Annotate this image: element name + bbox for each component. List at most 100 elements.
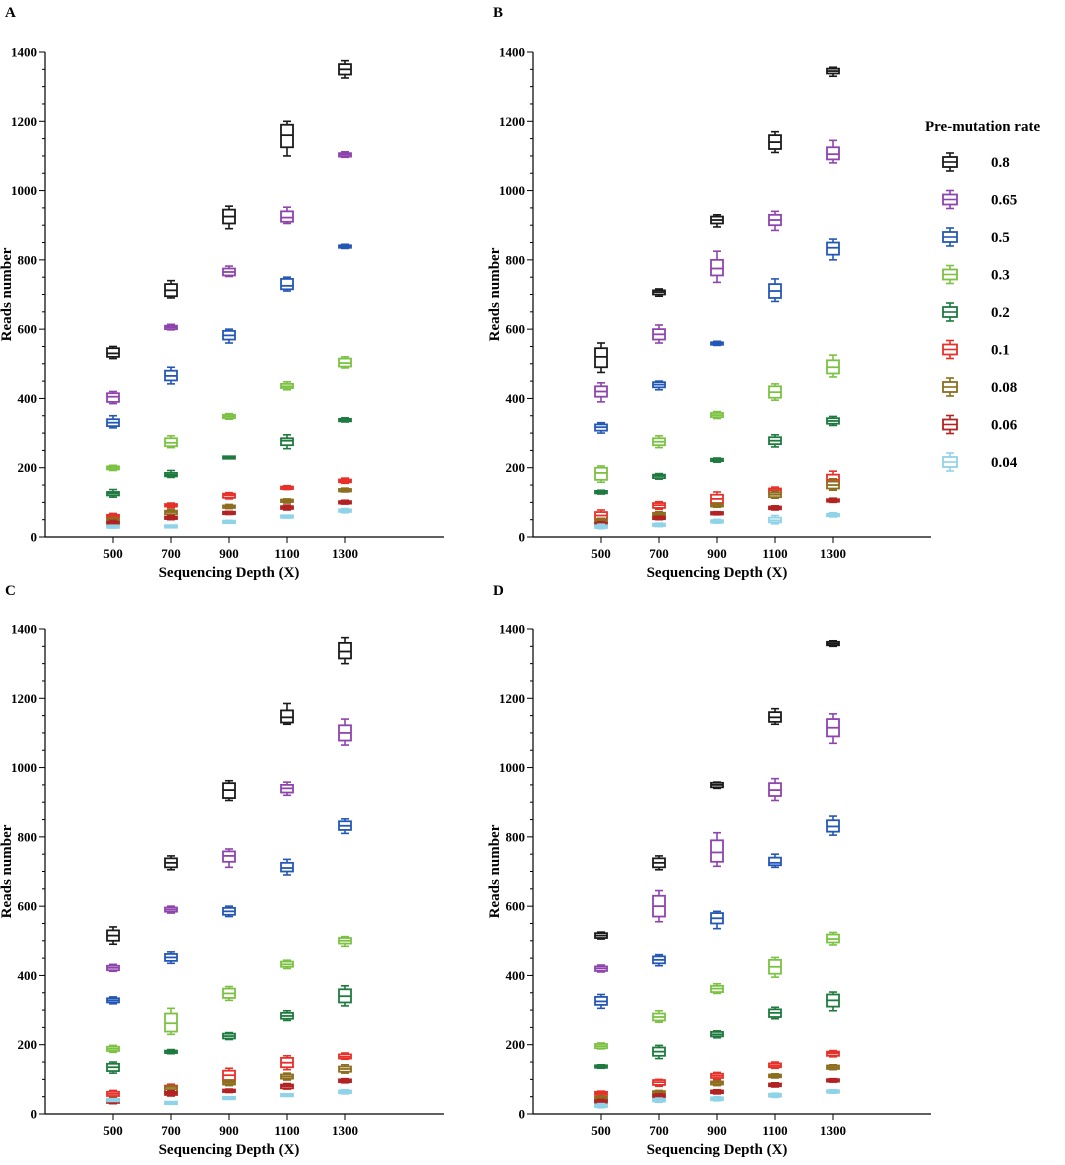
box-plot-0.5-900 xyxy=(222,328,236,344)
box-plot-0.65-700 xyxy=(652,889,666,923)
y-tick-label: 1400 xyxy=(499,622,525,637)
box-plot-0.3-1100 xyxy=(280,959,294,970)
box-plot-0.3-900 xyxy=(222,985,236,1002)
box-plot-0.1-1300 xyxy=(338,477,352,485)
box-plot-0.06-900 xyxy=(222,1088,236,1094)
box-plot-0.3-700 xyxy=(164,1007,178,1036)
box-plot-0.04-1100 xyxy=(768,514,782,525)
legend-label: 0.65 xyxy=(991,193,1017,209)
box-plot-0.3-900 xyxy=(710,410,724,420)
box-plot-0.65-1100 xyxy=(280,781,294,797)
box-plot-0.65-1300 xyxy=(338,718,352,746)
box-plot-0.04-700 xyxy=(164,1100,178,1106)
box-plot-0.2-700 xyxy=(652,1044,666,1060)
y-tick-label: 1400 xyxy=(11,45,37,60)
x-tick-label: 700 xyxy=(161,546,181,561)
box-plot-0.5-1100 xyxy=(768,278,782,303)
y-tick-label: 800 xyxy=(18,252,38,267)
box-plot-0.8-700 xyxy=(164,279,178,299)
box-plot-0.65-1300 xyxy=(826,139,840,164)
box-plot-0.08-1300 xyxy=(338,487,352,493)
box-plot-0.2-1100 xyxy=(768,1006,782,1020)
box-plot-0.8-1300 xyxy=(338,636,352,665)
box-plot-0.5-1300 xyxy=(826,815,840,836)
box-plot-0.04-500 xyxy=(106,1097,120,1103)
legend-label: 0.2 xyxy=(991,305,1010,321)
box-plot-0.8-500 xyxy=(594,342,608,374)
chart-panel-d: D 0 200 400 600 800 1000 1200 1400 500 700 900 1100 1… xyxy=(487,583,931,1158)
box-plot-0.2-700 xyxy=(164,469,178,479)
box-plot-0.06-1100 xyxy=(768,505,782,511)
box-plot-0.65-1100 xyxy=(768,210,782,232)
box-plot-0.08-900 xyxy=(222,503,236,510)
panel-letter: C xyxy=(5,583,16,599)
box-plot-0.2-700 xyxy=(164,1048,178,1055)
box-plot-0.2-1100 xyxy=(280,434,294,450)
box-plot-0.04-1300 xyxy=(338,507,352,514)
legend-item-0.04: 0.04 xyxy=(942,452,1018,472)
box-plot-0.06-1300 xyxy=(826,1077,840,1083)
box-plot-0.08-700 xyxy=(164,508,178,517)
y-tick-label: 400 xyxy=(506,391,526,406)
box-plot-0.8-1100 xyxy=(768,130,782,154)
box-plot-0.3-500 xyxy=(106,464,120,472)
box-plot-0.2-900 xyxy=(710,1030,724,1039)
legend-item-0.65: 0.65 xyxy=(942,189,1017,210)
box-plot-0.5-700 xyxy=(652,953,666,967)
box-body xyxy=(280,437,294,447)
x-tick-label: 500 xyxy=(591,546,611,561)
box-plot-0.8-1300 xyxy=(826,639,840,648)
x-tick-label: 1300 xyxy=(820,546,846,561)
box-plot-0.2-1300 xyxy=(826,991,840,1012)
box-plot-0.65-900 xyxy=(710,831,724,868)
box-plot-0.65-1300 xyxy=(338,150,352,159)
box-plot-0.08-1100 xyxy=(768,490,782,500)
box-plot-0.08-1300 xyxy=(826,477,840,492)
box-plot-0.3-700 xyxy=(652,1009,666,1023)
box-plot-0.5-900 xyxy=(222,905,236,918)
box-plot-0.2-700 xyxy=(652,472,666,480)
y-tick-label: 400 xyxy=(18,391,38,406)
y-tick-label: 0 xyxy=(519,530,526,545)
box-plot-0.04-1300 xyxy=(826,1088,840,1095)
box-plot-0.5-1300 xyxy=(338,818,352,835)
y-tick-label: 1000 xyxy=(11,760,37,775)
y-tick-label: 1200 xyxy=(11,114,37,129)
box-plot-0.65-700 xyxy=(164,905,178,914)
box-plot-0.5-700 xyxy=(164,951,178,965)
y-tick-label: 800 xyxy=(506,829,526,844)
box-plot-0.8-900 xyxy=(710,214,724,228)
x-tick-label: 1100 xyxy=(762,546,787,561)
y-tick-label: 0 xyxy=(31,530,38,545)
box-plot-0.3-900 xyxy=(710,982,724,995)
x-tick-label: 1100 xyxy=(274,1123,299,1138)
box-plot-0.8-700 xyxy=(164,855,178,871)
legend-label: 0.3 xyxy=(991,268,1010,284)
x-tick-label: 1100 xyxy=(762,1123,787,1138)
box-plot-0.2-900 xyxy=(222,455,236,460)
box-plot-0.5-1300 xyxy=(338,243,352,250)
box-plot-0.65-500 xyxy=(594,382,608,403)
y-tick-label: 0 xyxy=(31,1107,38,1122)
box-plot-0.04-900 xyxy=(710,518,724,524)
y-axis-title: Reads number xyxy=(487,247,503,341)
panel-letter: A xyxy=(5,5,16,21)
box-plot-0.04-500 xyxy=(594,523,608,530)
y-tick-label: 1200 xyxy=(499,691,525,706)
x-tick-label: 700 xyxy=(649,1123,669,1138)
box-plot-0.06-1300 xyxy=(826,497,840,504)
y-tick-label: 200 xyxy=(18,1037,38,1052)
box-plot-0.2-500 xyxy=(594,1064,608,1070)
box-plot-0.8-900 xyxy=(710,781,724,790)
chart-panel-a: A 0 200 400 600 800 1000 1200 1400 500 700 900 1100 1… xyxy=(0,5,444,581)
legend: Pre-mutation rate 0.8 0.65 0.5 0.3 0.2 0.1 0.08… xyxy=(925,119,1040,472)
box-plot-0.3-1300 xyxy=(826,931,840,946)
box-plot-0.65-1100 xyxy=(280,206,294,225)
legend-item-0.8: 0.8 xyxy=(942,152,1010,172)
box-plot-0.04-900 xyxy=(222,1095,236,1101)
box-plot-0.04-1100 xyxy=(768,1092,782,1099)
chart-panel-b: B 0 200 400 600 800 1000 1200 1400 500 700 900 1100 1… xyxy=(487,5,931,581)
box-plot-0.04-1100 xyxy=(280,1092,294,1098)
box-plot-0.1-1300 xyxy=(338,1052,352,1061)
